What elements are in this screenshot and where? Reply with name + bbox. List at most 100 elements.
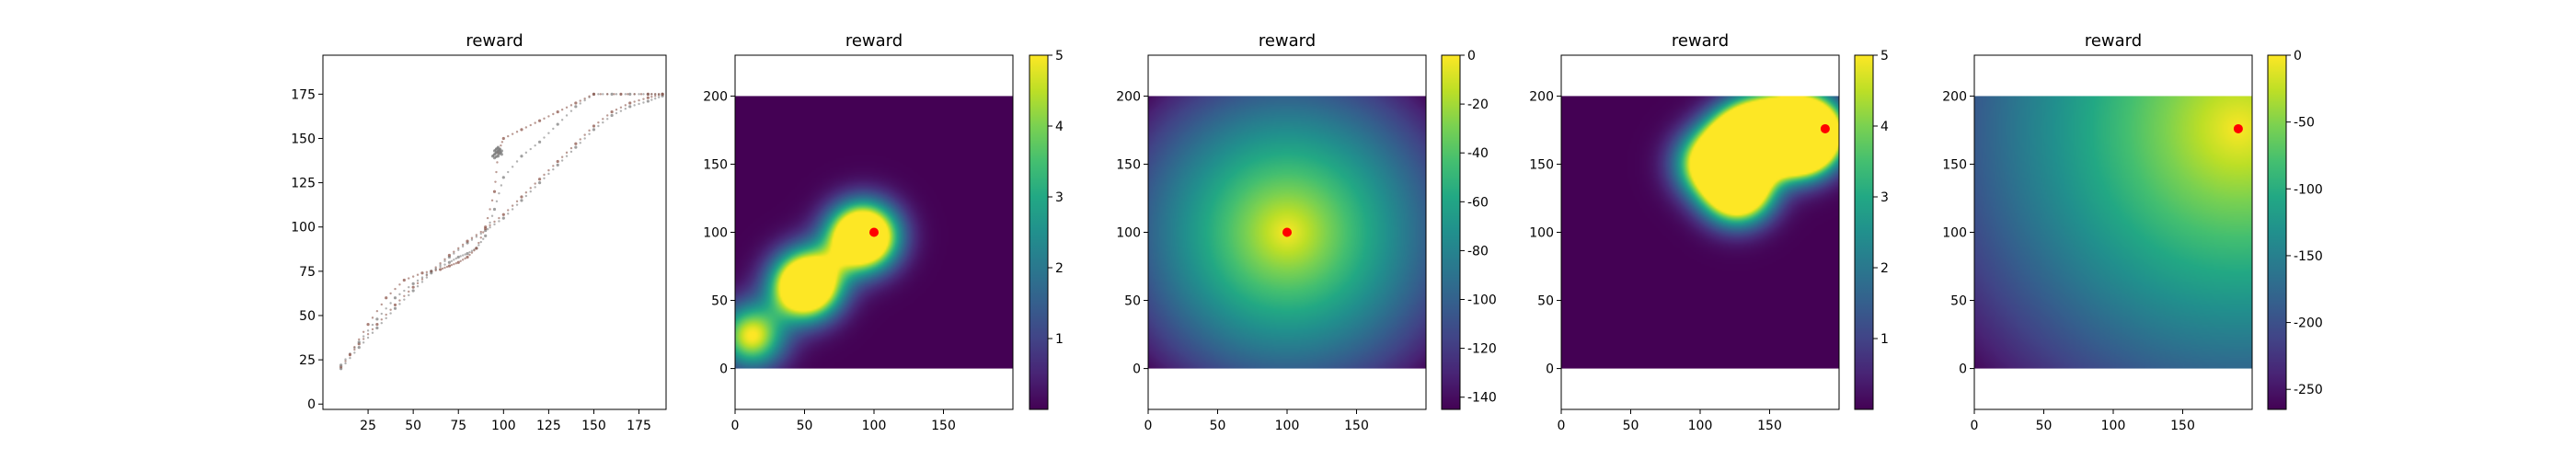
scatter-point [501,213,505,216]
scatter-point [489,226,491,229]
scatter-point [416,279,420,282]
scatter-point [583,98,586,102]
scatter-point [353,351,356,354]
scatter-point [344,360,347,362]
scatter-point [464,253,466,256]
scatter-point [520,128,523,132]
y-tick-label: 25 [299,353,316,368]
y-tick-label: 200 [1529,89,1554,104]
x-tick-label: 150 [1344,419,1369,433]
scatter-point [524,151,528,155]
x-tick-label: 0 [731,419,740,433]
scatter-point [494,180,497,183]
scatter-point [358,338,361,341]
scatter-point [633,104,636,107]
scatter-point [475,247,478,250]
chart-title: reward [845,31,903,51]
scatter-point [537,181,542,185]
scatter-point [574,142,578,145]
scatter-point [592,128,596,132]
x-tick-label: 125 [536,419,561,433]
scatter-point [515,160,519,163]
scatter-point [371,331,374,334]
y-tick-label: 0 [719,362,728,377]
scatter-point [602,121,604,124]
scatter-point [646,99,650,103]
scatter-point [565,151,569,155]
x-tick-label: 100 [1688,419,1713,433]
y-tick-label: 150 [291,132,316,146]
y-tick-label: 0 [1133,362,1141,377]
x-tick-label: 150 [2170,419,2195,433]
x-tick-label: 0 [1971,419,1979,433]
scatter-point [403,289,406,293]
scatter-point [654,93,657,96]
scatter-point [537,178,542,181]
scatter-point [543,173,546,177]
scatter-point [579,102,581,105]
scatter-point [534,182,536,185]
scatter-point [492,207,497,212]
chart-panel-1: reward 25 50 75 100 125 150 175 0 25 50 75 100 125 150… [291,31,667,433]
scatter-point [615,93,618,96]
scatter-point [393,306,397,310]
scatter-point [443,266,446,270]
colorbar-tick-label: -250 [2294,383,2323,397]
scatter-point [425,276,429,279]
scatter-point [357,346,361,350]
scatter-point [439,268,443,271]
scatter-point [393,303,397,307]
scatter-point [507,170,510,174]
y-tick-label: 175 [291,87,316,102]
x-tick-label: 50 [2036,419,2053,433]
x-tick-label: 100 [862,419,887,433]
scatter-point [490,214,494,217]
scatter-point [411,282,415,285]
scatter-point [385,313,387,316]
scatter-point [501,136,505,141]
scatter-point [475,234,478,236]
scatter-point [624,93,627,96]
scatter-point [470,238,474,241]
scatter-point [642,101,645,104]
colorbar-tick-label: -80 [1467,244,1489,259]
scatter-point [579,142,581,144]
y-tick-label: 50 [1124,294,1141,309]
colorbar-tick-label: 5 [1055,49,1064,63]
colorbar-tick-label: 1 [1880,332,1889,347]
chart-title: reward [1672,31,1729,51]
scatter-point [453,259,455,261]
scatter-point [597,124,600,128]
chart-title: reward [466,31,523,51]
scatter-point [479,236,482,239]
scatter-point [642,93,645,96]
scatter-point [459,259,462,262]
scatter-point [366,329,370,332]
scatter-point [477,241,480,245]
scatter-point [466,255,469,259]
scatter-point [654,97,657,100]
scatter-point [565,106,569,109]
scatter-point [610,113,614,118]
scatter-point [353,348,356,351]
scatter-point [447,264,452,268]
scatter-point [650,93,653,96]
scatter-point [543,177,546,179]
scatter-point [434,266,437,269]
scatter-point [610,110,614,114]
x-tick-label: 75 [450,419,466,433]
scatter-point [366,332,370,336]
scatter-point [547,168,550,172]
scatter-point [385,316,387,320]
scatter-point [408,277,410,280]
scatter-point [416,273,420,276]
scatter-point [385,307,387,310]
y-tick-label: 200 [1942,89,1967,104]
axes-frame [322,54,667,410]
scatter-point [500,141,504,144]
scatter-point [464,257,466,260]
scatter-point [380,312,384,316]
scatter-point [498,216,500,220]
scatter-point [560,119,564,121]
